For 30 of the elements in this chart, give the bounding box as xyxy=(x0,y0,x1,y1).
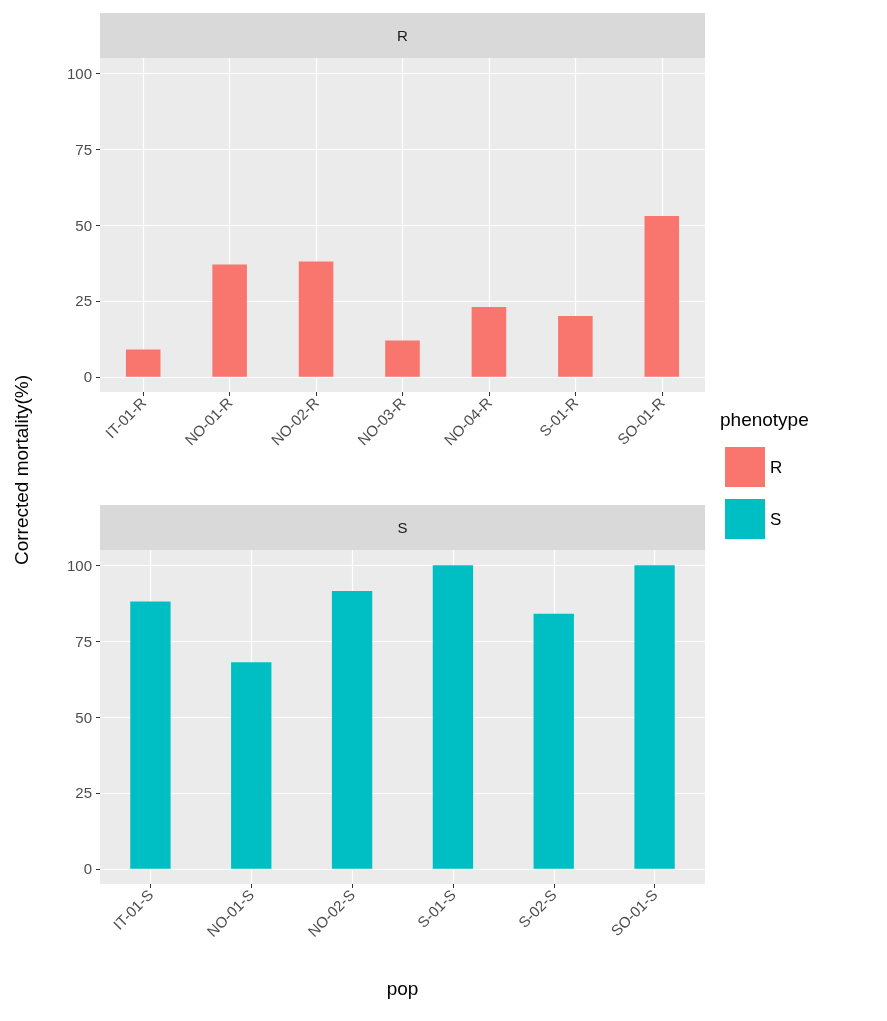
bar xyxy=(385,340,420,377)
y-tick-label: 100 xyxy=(66,64,92,82)
y-tick-label: 75 xyxy=(75,140,92,158)
bar xyxy=(432,565,474,869)
y-tick-label: 0 xyxy=(83,860,92,878)
y-tick-label: 75 xyxy=(75,632,92,650)
bar xyxy=(130,601,171,869)
bar xyxy=(533,613,574,869)
bar xyxy=(231,662,272,869)
y-axis-title: Corrected mortality(%) xyxy=(11,374,33,566)
x-axis-title: pop xyxy=(386,978,419,999)
bar xyxy=(558,316,593,377)
bar xyxy=(644,215,680,377)
legend-label: R xyxy=(770,457,783,477)
bar xyxy=(331,590,373,869)
y-tick-label: 25 xyxy=(75,784,92,802)
bar xyxy=(212,264,247,377)
legend-title: phenotype xyxy=(720,409,809,430)
y-tick-label: 100 xyxy=(66,556,92,574)
y-tick-label: 50 xyxy=(75,216,92,234)
bar xyxy=(471,306,507,377)
bar xyxy=(298,261,334,377)
y-tick-label: 25 xyxy=(75,292,92,310)
chart-title: S xyxy=(397,519,408,536)
y-tick-label: 50 xyxy=(75,708,92,726)
chart-title: R xyxy=(397,27,409,44)
bar xyxy=(634,565,675,869)
legend-label: S xyxy=(770,509,782,529)
y-tick-label: 0 xyxy=(83,368,92,386)
bar xyxy=(125,349,161,377)
